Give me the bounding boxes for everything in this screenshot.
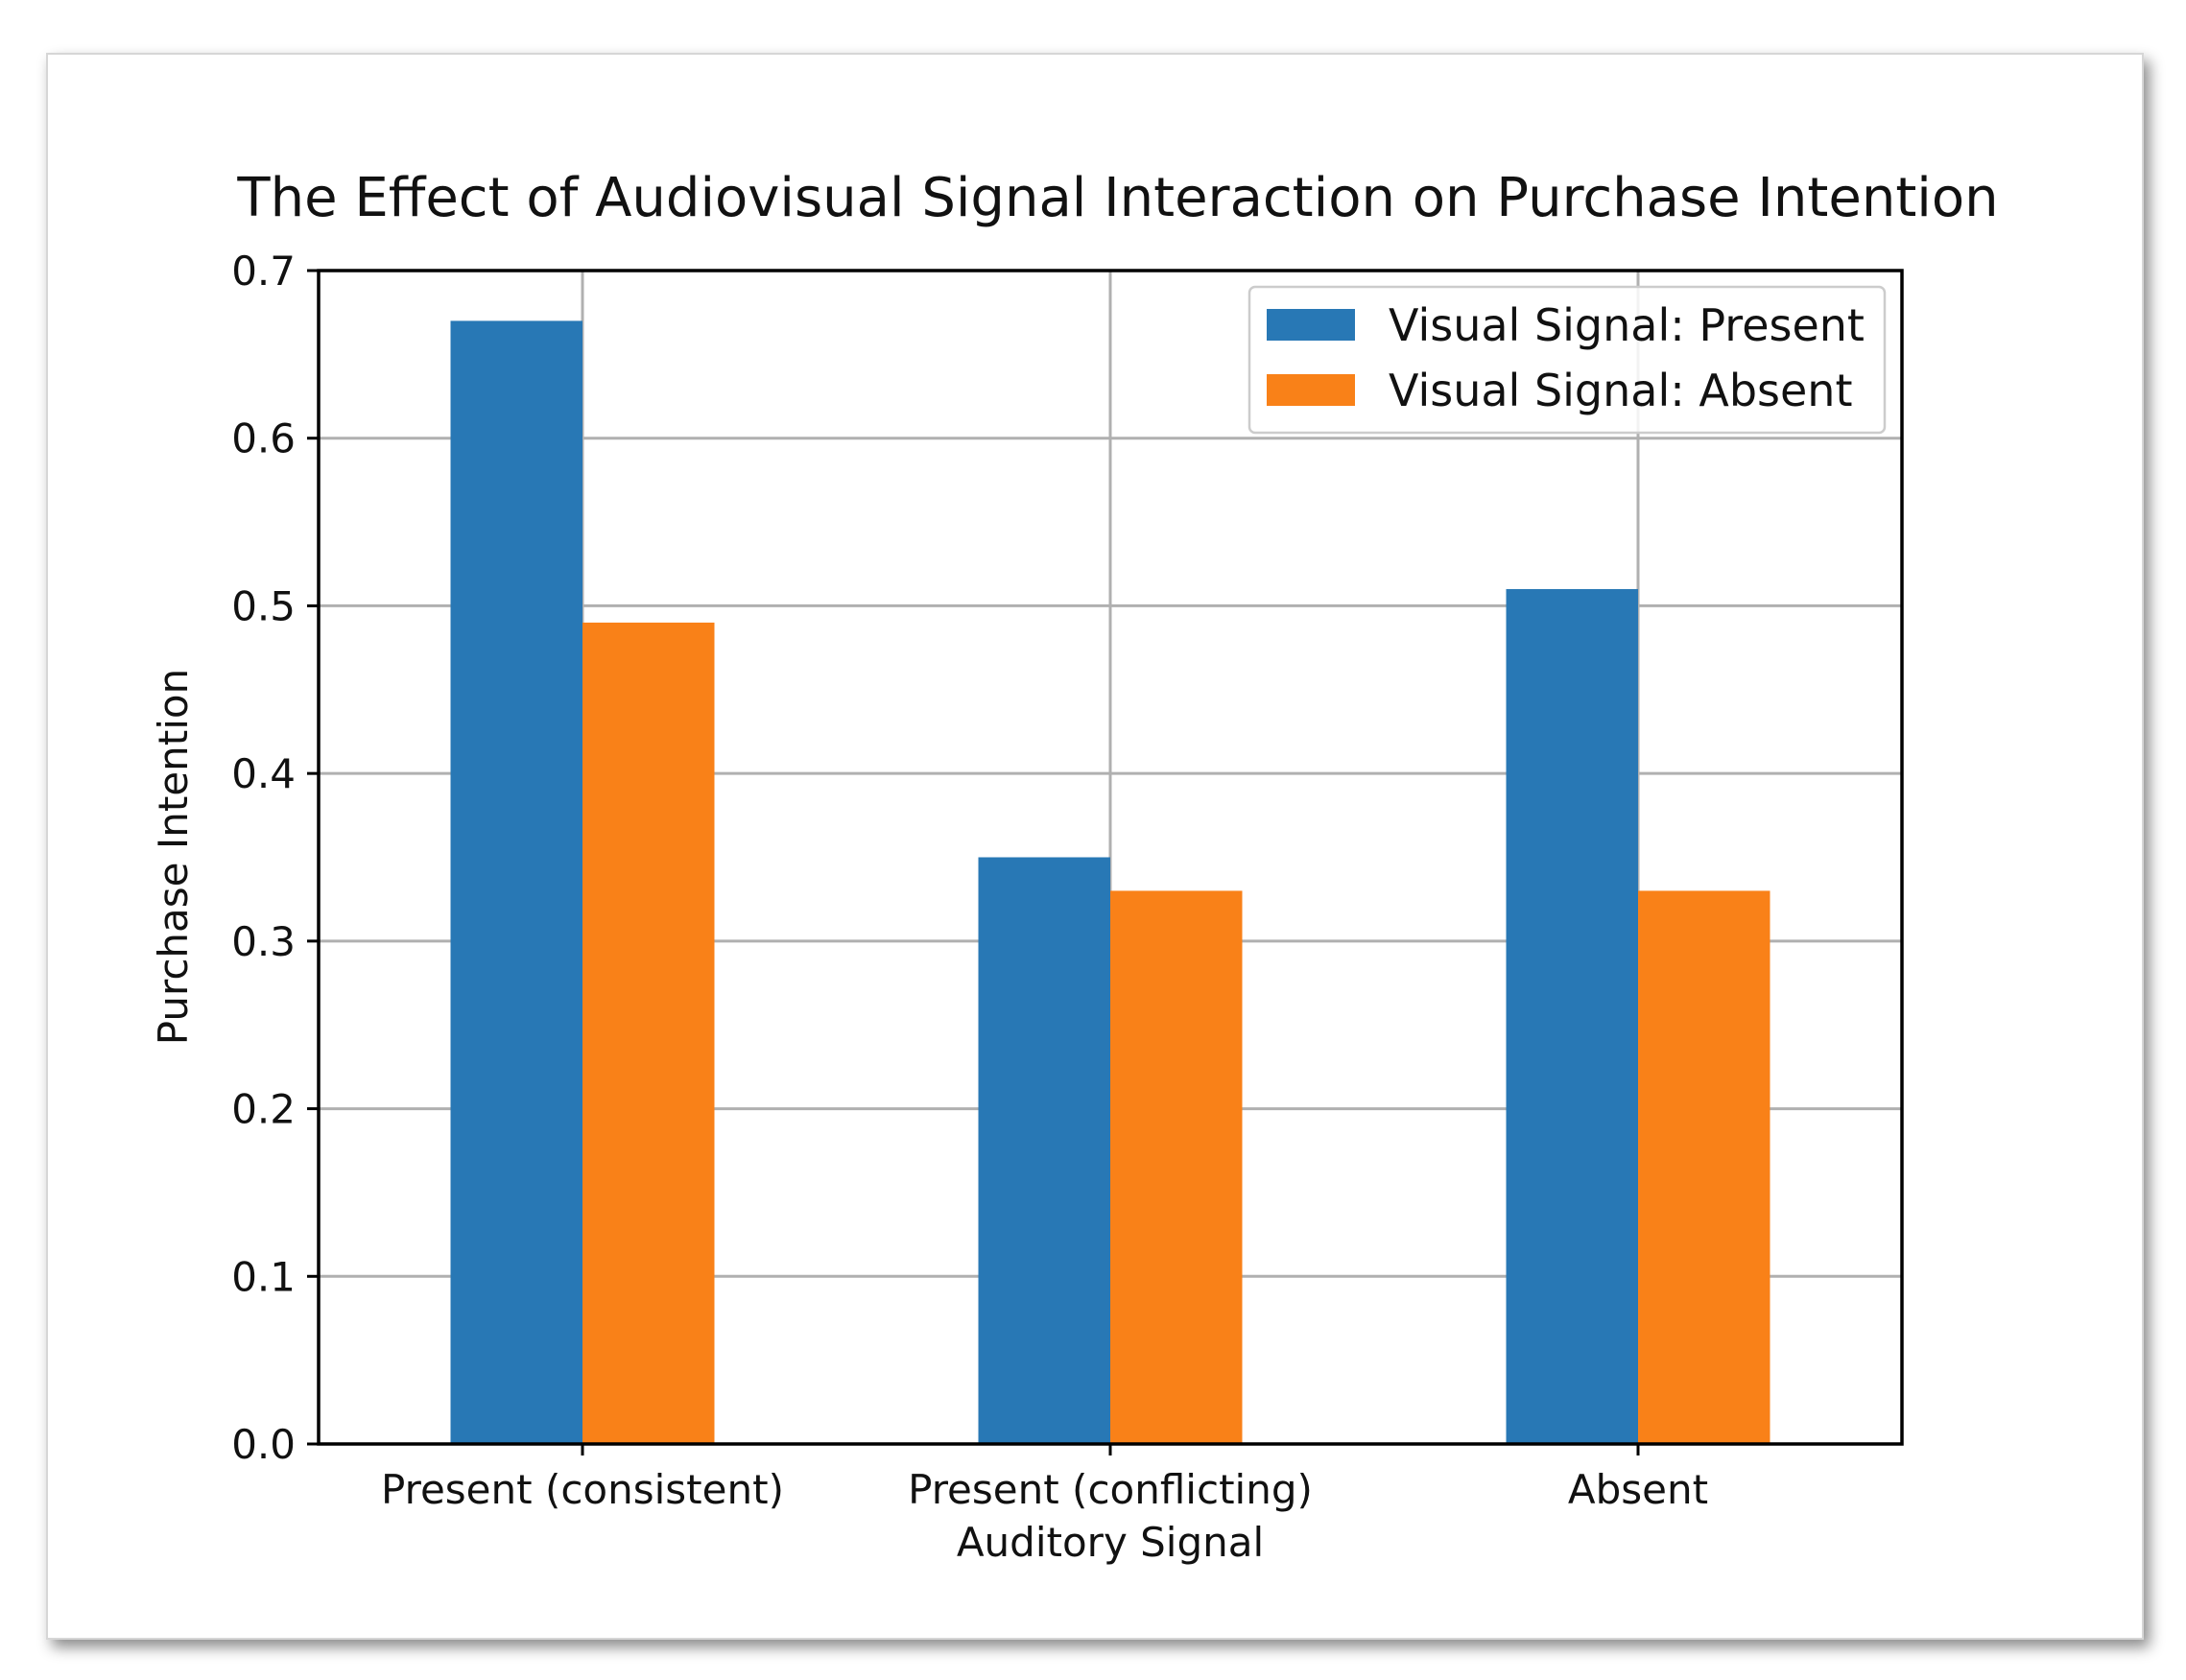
chart: The Effect of Audiovisual Signal Interac… bbox=[150, 167, 1999, 1566]
x-tick-label: Present (conflicting) bbox=[908, 1466, 1313, 1513]
bar-visual-absent bbox=[1638, 890, 1770, 1444]
bar-visual-present bbox=[978, 857, 1110, 1444]
bar-visual-present bbox=[450, 320, 582, 1444]
legend: Visual Signal: Present Visual Signal: Ab… bbox=[1247, 285, 1887, 435]
x-tick-label: Absent bbox=[1568, 1466, 1708, 1513]
bar-visual-absent bbox=[582, 622, 715, 1444]
y-tick-label: 0.5 bbox=[231, 582, 296, 629]
legend-swatch-visual-absent bbox=[1267, 374, 1355, 406]
y-tick-label: 0.4 bbox=[231, 750, 296, 797]
x-tick-label: Present (consistent) bbox=[381, 1466, 784, 1513]
y-tick-label: 0.7 bbox=[231, 248, 296, 295]
y-tick-label: 0.6 bbox=[231, 415, 296, 462]
x-axis-label: Auditory Signal bbox=[957, 1519, 1264, 1566]
axis-ticks: 0.0 0.1 0.2 0.3 0.4 0.5 0.6 0.7 Present (consist… bbox=[231, 248, 1708, 1513]
y-tick-label: 0.3 bbox=[231, 918, 296, 965]
chart-title: The Effect of Audiovisual Signal Interac… bbox=[236, 167, 1998, 229]
bar-visual-absent bbox=[1110, 890, 1243, 1444]
y-tick-label: 0.2 bbox=[231, 1086, 296, 1133]
y-axis-label: Purchase Intention bbox=[150, 669, 197, 1045]
bar-visual-present bbox=[1506, 588, 1638, 1444]
chart-frame: The Effect of Audiovisual Signal Interac… bbox=[46, 53, 2144, 1640]
y-tick-label: 0.0 bbox=[231, 1421, 296, 1468]
y-tick-label: 0.1 bbox=[231, 1253, 296, 1300]
bars bbox=[450, 320, 1770, 1444]
legend-swatch-visual-present bbox=[1267, 309, 1355, 341]
legend-label-visual-present: Visual Signal: Present bbox=[1389, 299, 1865, 351]
legend-label-visual-absent: Visual Signal: Absent bbox=[1389, 365, 1853, 416]
legend-box bbox=[1247, 285, 1887, 435]
